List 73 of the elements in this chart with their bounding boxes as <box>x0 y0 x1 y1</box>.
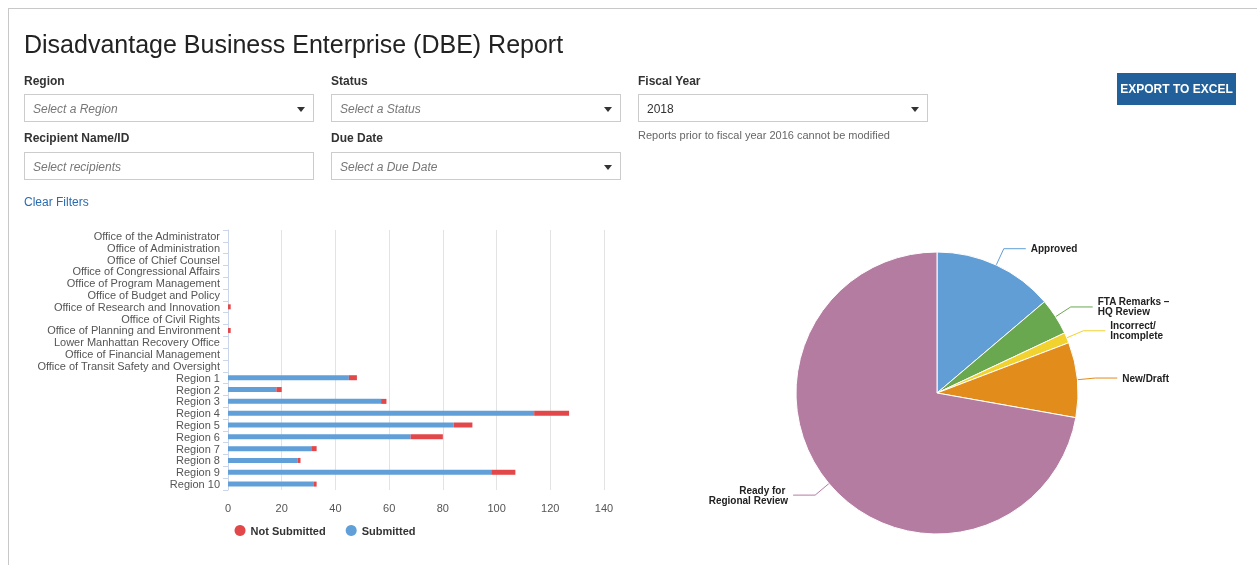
y-tick-label: Office of Budget and Policy <box>87 289 221 301</box>
bar <box>276 387 282 393</box>
bar <box>228 446 312 452</box>
x-tick-label: 80 <box>436 501 449 514</box>
y-tick-label: Office of Transit Safety and Oversight <box>37 359 220 372</box>
y-tick-label: Region 7 <box>175 442 220 455</box>
text: EXPORT TO EXCEL <box>1117 73 1236 105</box>
text: Clear Filters <box>24 195 89 209</box>
y-tick-label: Office of Chief Counsel <box>107 253 220 266</box>
bar <box>348 375 357 381</box>
text: Status <box>331 74 368 88</box>
text: Due Date <box>331 131 384 145</box>
bar <box>534 410 570 416</box>
text: 2018 <box>647 102 674 116</box>
legend-label: Submitted <box>361 524 416 537</box>
slice-label: New/Draft <box>1122 372 1170 384</box>
bar <box>313 481 317 487</box>
y-tick-label: Office of Research and Innovation <box>53 300 220 313</box>
slice-label: FTA Remarks – HQ Review <box>1097 296 1173 318</box>
slice-label: Incorrect/Incomplete <box>1110 320 1164 342</box>
x-tick-label: 140 <box>594 501 614 514</box>
bar <box>381 398 387 404</box>
text: Disadvantage Business Enterprise (DBE) Report <box>24 30 564 59</box>
bar <box>228 457 298 463</box>
text: Recipient Name/ID <box>24 131 130 145</box>
y-tick-label: Region 1 <box>175 371 220 384</box>
bar <box>311 446 317 452</box>
y-tick-label: Region 4 <box>175 407 220 420</box>
text: Select a Status <box>340 102 421 116</box>
y-tick-label: Region 2 <box>175 383 220 396</box>
y-tick-label: Office of Civil Rights <box>121 312 221 325</box>
y-tick-label: Office of Planning and Environment <box>47 324 220 337</box>
x-tick-label: 0 <box>224 501 232 514</box>
bar <box>228 410 535 416</box>
x-tick-label: 60 <box>383 501 396 514</box>
x-tick-label: 100 <box>487 501 506 514</box>
bar <box>228 469 492 475</box>
bar <box>228 304 231 310</box>
y-tick-label: Lower Manhattan Recovery Office <box>53 336 220 349</box>
text: Select recipients <box>33 160 122 174</box>
text: Region <box>24 74 65 88</box>
y-tick-label: Region 3 <box>175 395 220 408</box>
y-tick-label: Region 9 <box>175 466 220 479</box>
bar <box>228 481 314 487</box>
x-tick-label: 40 <box>329 501 342 514</box>
bar <box>228 422 454 428</box>
text: Reports prior to fiscal year 2016 cannot be modified <box>638 129 890 141</box>
y-tick-label: Region 6 <box>175 430 220 443</box>
y-tick-label: Region 10 <box>169 478 220 491</box>
slice-label: Ready for Regional Review <box>708 484 789 506</box>
bar <box>228 387 277 393</box>
bar <box>228 434 411 440</box>
legend-label: Not Submitted <box>250 524 326 537</box>
text: Select a Region <box>33 102 118 116</box>
slice-label: Approved <box>1030 243 1078 255</box>
text: Fiscal Year <box>638 74 701 88</box>
bar <box>297 457 301 463</box>
bar <box>228 327 231 333</box>
text: Select a Due Date <box>340 160 438 174</box>
y-tick-label: Region 5 <box>175 419 220 431</box>
y-tick-label: Office of Financial Management <box>64 348 220 361</box>
y-tick-label: Office of Congressional Affairs <box>72 265 221 278</box>
y-tick-label: Office of Program Management <box>66 277 220 290</box>
x-tick-label: 120 <box>541 501 560 514</box>
bar <box>491 469 516 475</box>
bar <box>453 422 473 428</box>
y-tick-label: Office of Administration <box>107 241 220 254</box>
bar <box>410 434 443 440</box>
y-tick-label: Office of the Administrator <box>93 229 221 242</box>
bar <box>228 398 382 404</box>
x-tick-label: 20 <box>275 501 288 514</box>
bar <box>228 375 349 381</box>
y-tick-label: Region 8 <box>175 454 220 467</box>
